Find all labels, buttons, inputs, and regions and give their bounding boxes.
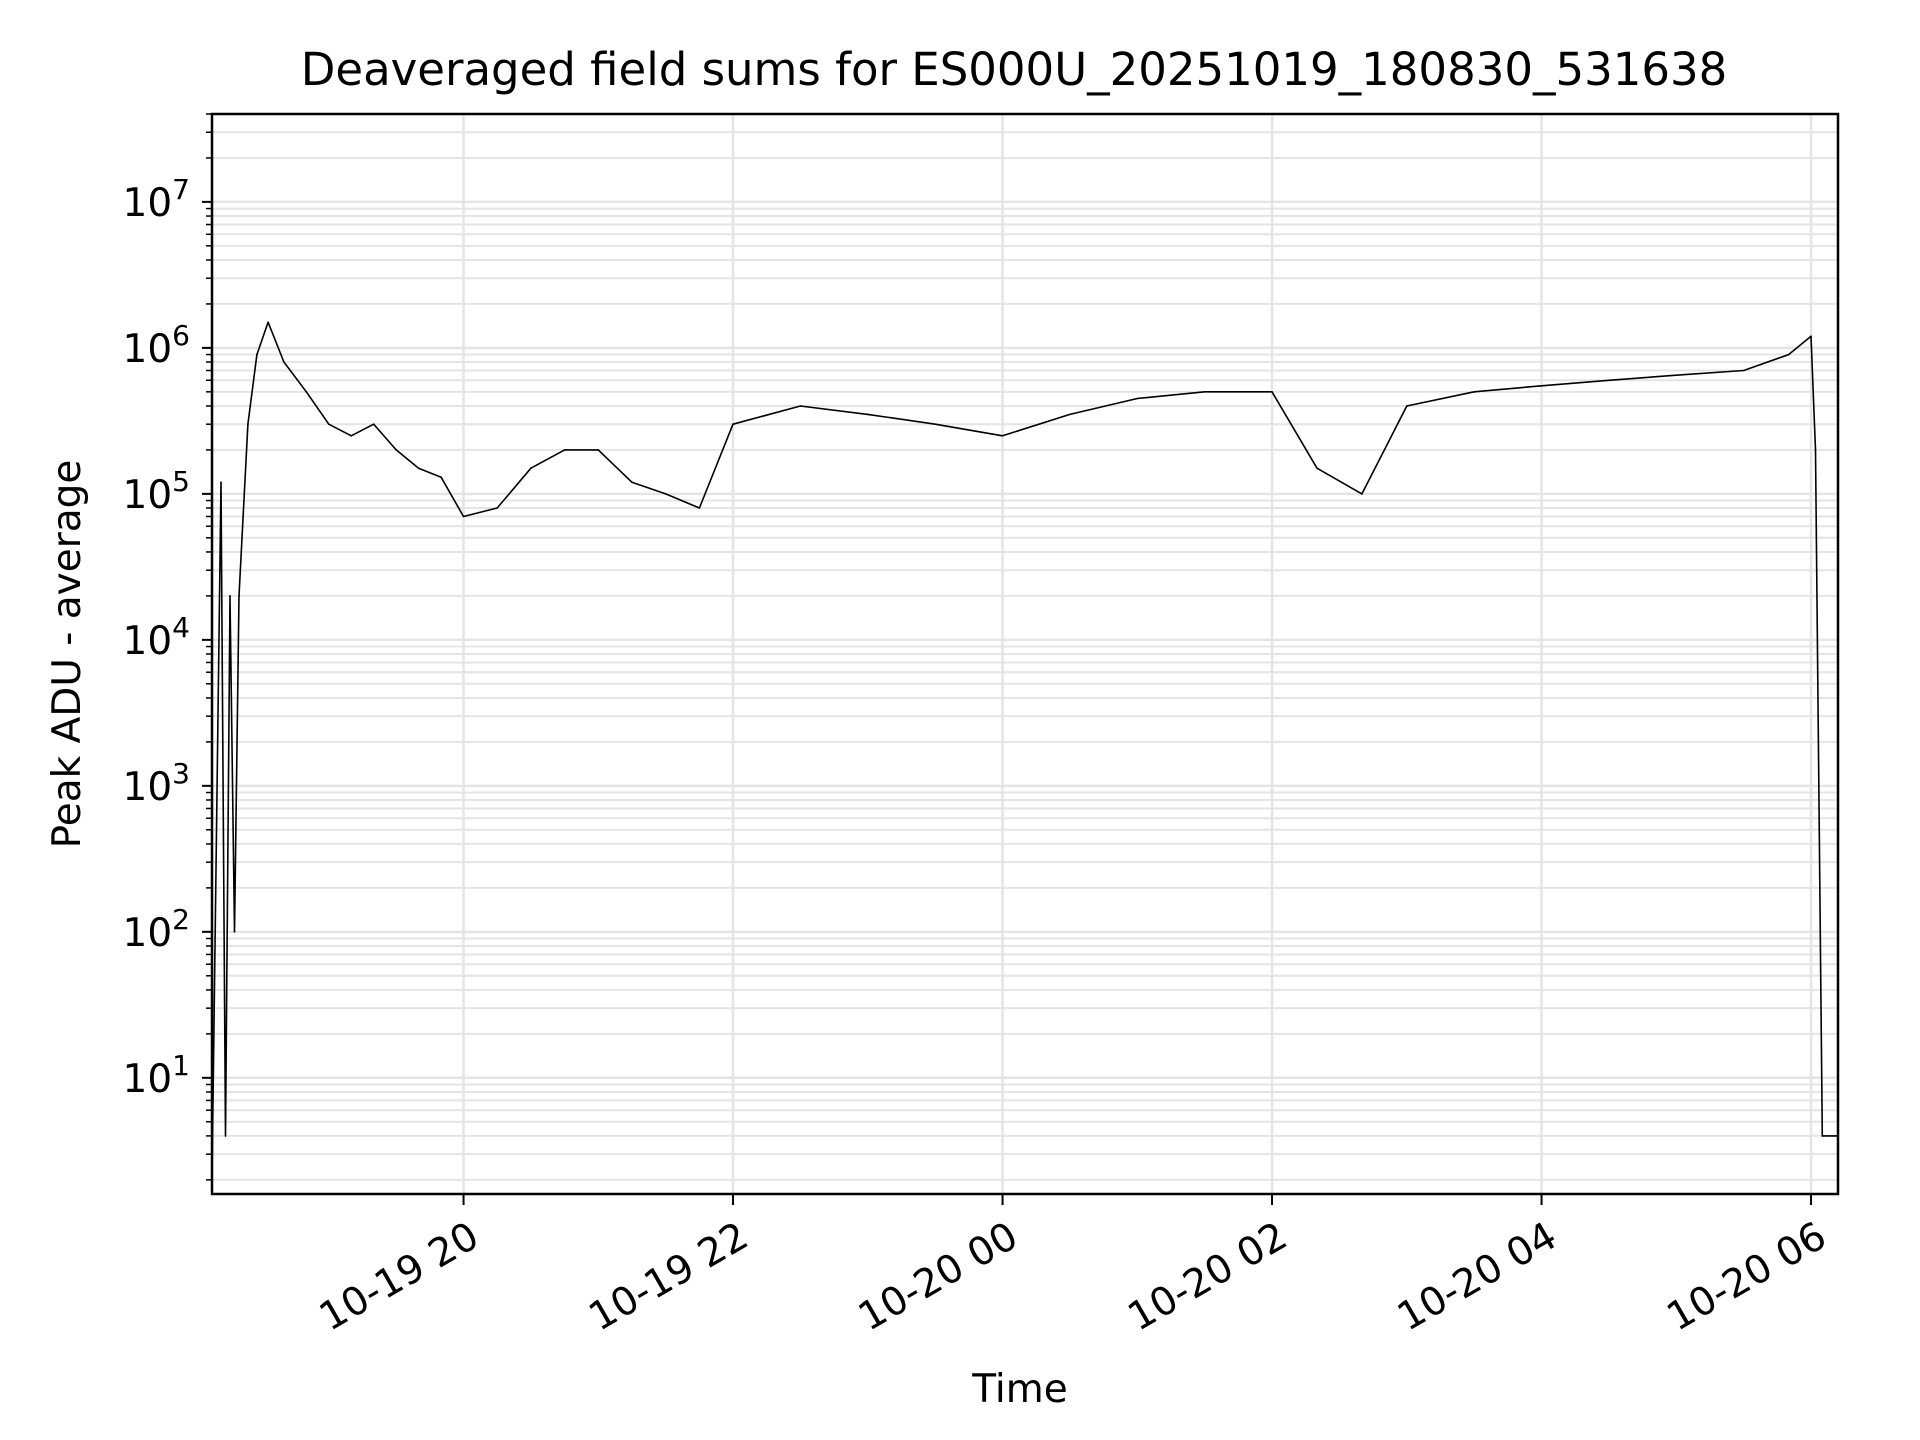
y-tick-exponent: 3 (172, 757, 190, 790)
data-point (799, 405, 802, 407)
data-point (1271, 391, 1273, 393)
data-point (530, 467, 532, 470)
data-point (417, 467, 420, 470)
grid (212, 113, 1838, 1194)
data-point (1821, 1135, 1824, 1137)
data-point (267, 321, 269, 324)
data-point (597, 449, 600, 451)
data-point (1608, 379, 1610, 382)
y-tick-base: 10 (123, 181, 173, 226)
y-tick-exponent: 2 (172, 903, 190, 936)
y-tick-label: 105 (123, 465, 190, 518)
data-point (256, 353, 258, 356)
data-point (1675, 374, 1678, 377)
y-tick-label: 101 (123, 1049, 190, 1102)
data-point (395, 449, 398, 451)
data-point (631, 481, 633, 484)
y-axis-label: Peak ADU - average (45, 460, 90, 849)
data-point (1136, 397, 1139, 400)
data-point (1810, 335, 1812, 338)
y-tick-exponent: 5 (172, 465, 190, 498)
data-point (238, 595, 240, 597)
y-tick-base: 10 (123, 911, 173, 956)
data-point (563, 449, 566, 451)
y-tick-label: 103 (123, 757, 190, 810)
series-group (211, 321, 1839, 1181)
data-point (934, 423, 936, 426)
data-point (305, 391, 308, 393)
data-point (247, 423, 249, 426)
data-point (1787, 353, 1790, 356)
data-point (1406, 405, 1408, 407)
data-point (664, 493, 667, 495)
data-point (698, 507, 701, 509)
data-point (229, 595, 231, 597)
data-point (496, 507, 499, 509)
data-point (328, 423, 330, 426)
data-point (1814, 449, 1817, 451)
y-tick-base: 10 (123, 765, 173, 810)
y-tick-exponent: 6 (172, 319, 190, 352)
y-tick-label: 107 (123, 173, 190, 226)
data-point (350, 435, 353, 437)
y-tick-exponent: 1 (172, 1049, 190, 1082)
data-point (220, 481, 222, 484)
chart-title: Deaveraged field sums for ES000U_2025101… (301, 43, 1728, 96)
data-point (372, 423, 375, 426)
data-point (732, 423, 734, 426)
data-point (283, 361, 285, 363)
data-point (1473, 391, 1475, 393)
data-point (1540, 385, 1543, 387)
data-point (1069, 413, 1071, 416)
x-axis-label: Time (971, 1367, 1067, 1412)
y-tick-exponent: 7 (172, 173, 190, 206)
data-point (1361, 493, 1363, 495)
data-point (1203, 391, 1206, 393)
data-point (867, 413, 869, 416)
y-tick-base: 10 (123, 619, 173, 664)
y-tick-base: 10 (123, 473, 173, 518)
data-point (233, 931, 236, 933)
y-tick-base: 10 (123, 327, 173, 372)
y-tick-label: 106 (123, 319, 190, 372)
y-tick-base: 10 (123, 1057, 173, 1102)
data-point (1742, 369, 1745, 372)
data-point (1001, 435, 1004, 437)
data-point (462, 515, 465, 518)
data-point (224, 1135, 227, 1137)
data-point (1316, 467, 1318, 470)
y-tick-label: 102 (123, 903, 190, 956)
data-point (440, 476, 442, 479)
y-tick-label: 104 (123, 611, 190, 664)
y-tick-exponent: 4 (172, 611, 190, 644)
